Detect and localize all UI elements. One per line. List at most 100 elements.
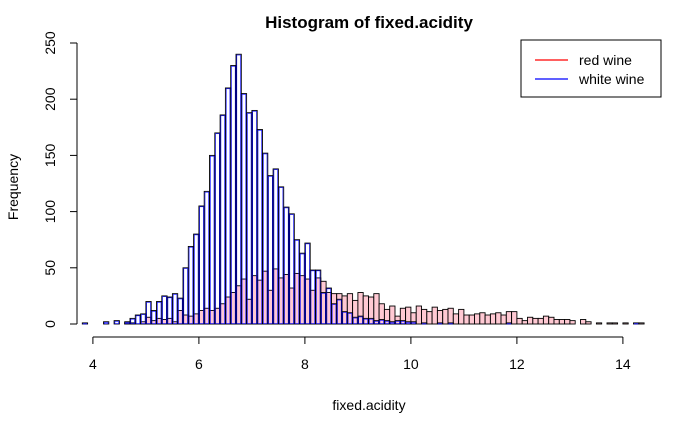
red-wine-bar: [479, 312, 486, 325]
white-wine-bar-outline: [146, 302, 151, 324]
white-wine-bar-outline: [321, 293, 326, 324]
red-wine-bar: [458, 308, 465, 325]
white-wine-bar-outline: [194, 234, 199, 324]
red-wine-bar: [542, 315, 550, 325]
white-wine-bar-outline: [167, 297, 172, 324]
white-wine-bar-outline: [247, 113, 252, 324]
white-wine-bar-outline: [300, 253, 305, 324]
chart-title: Histogram of fixed.acidity: [265, 13, 473, 32]
legend-red-label: red wine: [579, 52, 632, 68]
white-wine-bar-outline: [183, 268, 188, 324]
x-tick-label: 14: [615, 356, 631, 372]
red-wine-bar: [505, 311, 513, 325]
white-wine-bar-outline: [363, 318, 369, 324]
white-wine-bar-outline: [162, 296, 167, 324]
white-wine-bar: [103, 321, 110, 325]
white-wine-bar-outline: [406, 322, 411, 324]
white-wine-bar-outline: [141, 314, 146, 324]
red-wine-bar: [564, 319, 571, 325]
white-wine-bar: [113, 320, 120, 325]
red-wine-bar: [558, 319, 566, 325]
y-tick-label: 50: [42, 260, 58, 276]
white-wine-bar-outline: [231, 65, 236, 324]
white-wine-bar-outline: [188, 246, 194, 324]
white-wine-bar-outline: [215, 133, 220, 324]
y-axis: 0 50 100 150 200 250: [42, 31, 78, 328]
red-wine-bar: [553, 319, 560, 325]
red-wine-bar: [611, 322, 619, 325]
red-wine-bar: [521, 320, 528, 325]
red-wine-bar: [468, 314, 475, 325]
red-wine-bar: [606, 322, 613, 325]
white-wine-bar-outline: [252, 110, 257, 324]
red-wine-bar: [452, 313, 460, 325]
red-wine-bar: [442, 308, 449, 325]
y-tick-label: 0: [42, 320, 58, 328]
white-wine-bar-outline: [130, 318, 135, 324]
white-wine-bar-outline: [125, 322, 130, 324]
white-wine-bar-outline: [262, 153, 268, 324]
red-wine-bar: [511, 311, 518, 325]
red-wine-bar: [585, 321, 592, 325]
white-wine-bar-outline: [384, 321, 390, 324]
white-wine-bar-outline: [257, 130, 263, 324]
white-wine-bar-outline: [342, 312, 347, 324]
red-wine-bar: [569, 320, 576, 325]
legend: red wine white wine: [520, 39, 662, 98]
white-wine-bar-outline: [331, 304, 337, 324]
white-wine-bar-outline: [273, 169, 278, 324]
y-tick-label: 200: [42, 87, 58, 111]
red-wine-bar: [484, 314, 491, 325]
red-wine-bar: [436, 310, 444, 325]
legend-white-label: white wine: [578, 71, 645, 87]
white-wine-bar-outline: [236, 54, 241, 324]
white-wine-bar-outline: [347, 313, 353, 324]
x-tick-label: 12: [509, 356, 525, 372]
white-wine-bar-outline: [157, 302, 162, 324]
red-wine-bar: [537, 317, 544, 325]
y-tick-label: 250: [42, 31, 58, 55]
white-wine-bar-outline: [390, 322, 395, 324]
x-axis: 4 6 8 10 12 14: [89, 336, 631, 372]
x-tick-label: 6: [195, 356, 203, 372]
white-wine-bar-outline: [358, 316, 363, 324]
white-wine-bar-outline: [104, 322, 109, 324]
red-wine-bar: [580, 319, 587, 325]
white-wine-bar-outline: [178, 298, 183, 324]
red-wine-bar: [595, 322, 603, 325]
x-tick-label: 8: [301, 356, 309, 372]
red-wine-bar: [548, 316, 555, 325]
white-wine-bar-outline: [353, 317, 358, 324]
white-wine-bar-outline: [411, 322, 416, 324]
white-wine-bar-outline: [395, 321, 400, 324]
red-wine-bar: [447, 307, 454, 325]
red-wine-bar: [426, 311, 433, 325]
white-wine-bar-outline: [400, 321, 406, 324]
red-wine-bar: [463, 314, 470, 325]
legend-box: [520, 39, 662, 98]
red-wine-bar: [489, 313, 497, 325]
white-wine-bar-outline: [379, 319, 384, 324]
white-wine-bar-outline: [284, 207, 289, 324]
white-wine-bar-outline: [305, 243, 310, 324]
white-wine-bar-outline: [368, 318, 374, 324]
white-wine-bar-outline: [278, 187, 284, 324]
red-wine-bar: [500, 314, 507, 325]
y-tick-label: 100: [42, 200, 58, 224]
white-wine-bar-outline: [210, 155, 215, 324]
white-wine-bar-outline: [337, 299, 342, 324]
white-wine-bar-outline: [326, 288, 331, 324]
white-wine-bar-outline: [172, 294, 178, 324]
red-wine-bars: [124, 268, 645, 325]
white-wine-bar-outline: [199, 206, 204, 324]
white-wine-bars: [81, 53, 640, 325]
y-tick-label: 150: [42, 144, 58, 168]
red-wine-bar: [495, 312, 502, 325]
white-wine-bar-outline: [135, 315, 141, 324]
white-wine-bar-outline: [294, 240, 300, 324]
red-wine-bar: [622, 322, 629, 325]
red-wine-bar: [431, 306, 438, 325]
white-wine-bar-outline: [114, 321, 119, 324]
white-wine-bar-outline: [374, 321, 379, 324]
